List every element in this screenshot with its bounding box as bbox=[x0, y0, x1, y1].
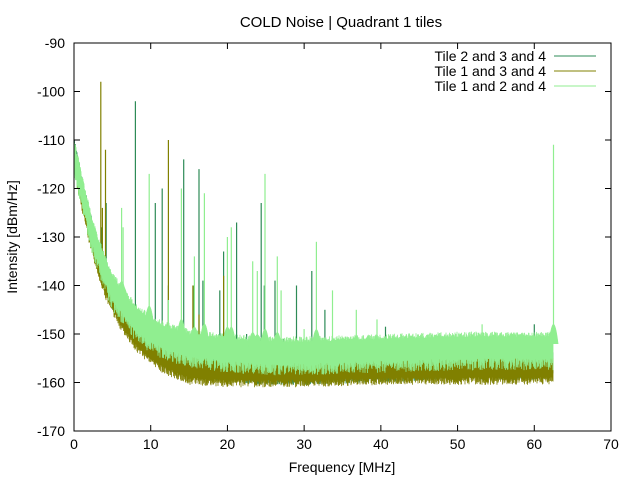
series-3-spike-base-7 bbox=[199, 323, 210, 344]
y-tick-label: -100 bbox=[37, 84, 65, 100]
y-tick-label: -170 bbox=[37, 423, 65, 439]
legend-label-3: Tile 1 and 2 and 4 bbox=[434, 78, 546, 94]
y-tick-label: -160 bbox=[37, 375, 65, 391]
series-3-spike-base-9 bbox=[226, 326, 237, 347]
series-3-trace bbox=[74, 137, 559, 376]
legend-label-1: Tile 2 and 3 and 4 bbox=[434, 48, 546, 64]
legend-label-2: Tile 1 and 3 and 4 bbox=[434, 63, 546, 79]
axis-ticks: 0 10 20 30 40 50 60 70 -170 -160 -150 -140 -130 -120 -… bbox=[37, 35, 619, 452]
x-tick-label: 30 bbox=[296, 436, 312, 452]
series-3-spike-base-21 bbox=[548, 323, 559, 344]
x-tick-label: 60 bbox=[526, 436, 542, 452]
x-tick-label: 70 bbox=[603, 436, 619, 452]
series-3-spike-base-5 bbox=[176, 319, 187, 340]
x-tick-label: 20 bbox=[220, 436, 236, 452]
x-axis-title: Frequency [MHz] bbox=[289, 459, 396, 475]
series-3-spike-base-13 bbox=[272, 332, 283, 349]
series-3-spike-base-3 bbox=[144, 305, 155, 326]
x-tick-label: 50 bbox=[450, 436, 466, 452]
y-axis-title: Intensity [dBm/Hz] bbox=[4, 180, 20, 294]
x-tick-label: 40 bbox=[373, 436, 389, 452]
y-tick-label: -130 bbox=[37, 229, 65, 245]
series-3-spike-base-2 bbox=[116, 281, 127, 298]
series-3-spike-base-15 bbox=[311, 329, 322, 349]
y-tick-label: -110 bbox=[38, 132, 65, 148]
series-3-noise-band bbox=[74, 137, 554, 376]
y-tick-label: -120 bbox=[37, 181, 65, 197]
x-tick-label: 10 bbox=[143, 436, 159, 452]
x-tick-label: 0 bbox=[70, 436, 78, 452]
y-tick-label: -150 bbox=[37, 326, 65, 342]
chart-title: COLD Noise | Quadrant 1 tiles bbox=[240, 14, 442, 31]
y-tick-label: -140 bbox=[37, 278, 65, 294]
series-3-spike-base-12 bbox=[260, 328, 270, 349]
series-3-spike-base-6 bbox=[189, 326, 200, 343]
y-tick-label: -90 bbox=[45, 35, 65, 51]
